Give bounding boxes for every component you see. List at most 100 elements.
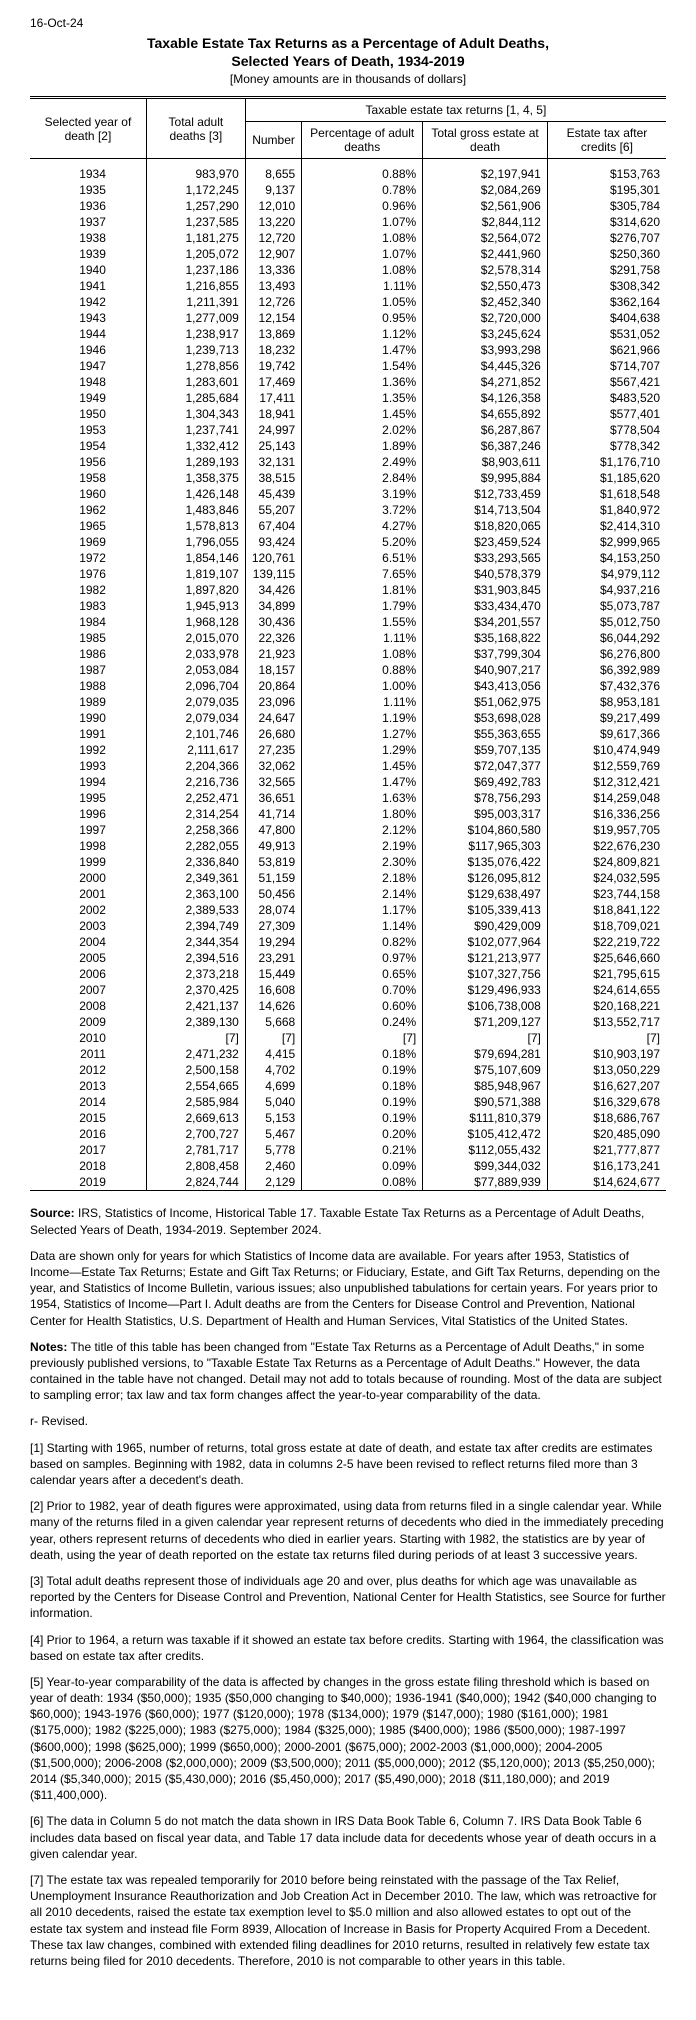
table-cell: 1934 bbox=[30, 159, 146, 183]
table-cell: [7] bbox=[423, 1030, 548, 1046]
table-cell: 0.78% bbox=[302, 182, 423, 198]
table-cell: 1.11% bbox=[302, 278, 423, 294]
table-cell: $3,993,298 bbox=[423, 342, 548, 358]
table-cell: 2,101,746 bbox=[146, 726, 245, 742]
table-cell: 4,699 bbox=[245, 1078, 301, 1094]
table-cell: $483,520 bbox=[547, 390, 666, 406]
table-cell: 2016 bbox=[30, 1126, 146, 1142]
table-cell: 1986 bbox=[30, 646, 146, 662]
table-cell: 1,205,072 bbox=[146, 246, 245, 262]
table-cell: $1,618,548 bbox=[547, 486, 666, 502]
table-cell: 1943 bbox=[30, 310, 146, 326]
table-row: 19821,897,82034,4261.81%$31,903,845$4,93… bbox=[30, 582, 666, 598]
table-row: 19421,211,39112,7261.05%$2,452,340$362,1… bbox=[30, 294, 666, 310]
table-cell: $2,414,310 bbox=[547, 518, 666, 534]
table-cell: $4,271,852 bbox=[423, 374, 548, 390]
table-cell: 1992 bbox=[30, 742, 146, 758]
table-row: 20112,471,2324,4150.18%$79,694,281$10,90… bbox=[30, 1046, 666, 1062]
col-header-gross: Total gross estate at death bbox=[423, 122, 548, 159]
table-cell: 2.19% bbox=[302, 838, 423, 854]
table-cell: $24,809,821 bbox=[547, 854, 666, 870]
table-cell: 1,968,128 bbox=[146, 614, 245, 630]
table-cell: 2,314,254 bbox=[146, 806, 245, 822]
table-cell: $12,312,421 bbox=[547, 774, 666, 790]
table-cell: 0.20% bbox=[302, 1126, 423, 1142]
table-cell: $4,979,112 bbox=[547, 566, 666, 582]
table-cell: 5,467 bbox=[245, 1126, 301, 1142]
table-cell: $53,698,028 bbox=[423, 710, 548, 726]
table-cell: $18,709,021 bbox=[547, 918, 666, 934]
table-cell: 2,700,727 bbox=[146, 1126, 245, 1142]
table-row: 20122,500,1584,7020.19%$75,107,609$13,05… bbox=[30, 1062, 666, 1078]
table-cell: 1.89% bbox=[302, 438, 423, 454]
table-row: 19461,239,71318,2321.47%$3,993,298$621,9… bbox=[30, 342, 666, 358]
table-cell: 2019 bbox=[30, 1174, 146, 1191]
table-cell: 2018 bbox=[30, 1158, 146, 1174]
table-cell: 1962 bbox=[30, 502, 146, 518]
table-cell: [7] bbox=[245, 1030, 301, 1046]
table-cell: $20,168,221 bbox=[547, 998, 666, 1014]
table-cell: 1936 bbox=[30, 198, 146, 214]
table-cell: $21,777,877 bbox=[547, 1142, 666, 1158]
table-row: 2010[7][7][7][7][7] bbox=[30, 1030, 666, 1046]
table-cell: 1,283,601 bbox=[146, 374, 245, 390]
table-cell: 3.19% bbox=[302, 486, 423, 502]
table-cell: 1.45% bbox=[302, 758, 423, 774]
table-cell: 15,449 bbox=[245, 966, 301, 982]
table-cell: 1989 bbox=[30, 694, 146, 710]
note-paragraph: Data are shown only for years for which … bbox=[30, 1248, 666, 1329]
table-cell: 16,608 bbox=[245, 982, 301, 998]
table-cell: $105,339,413 bbox=[423, 902, 548, 918]
table-cell: 1.45% bbox=[302, 406, 423, 422]
table-row: 20022,389,53328,0741.17%$105,339,413$18,… bbox=[30, 902, 666, 918]
table-cell: $10,474,949 bbox=[547, 742, 666, 758]
table-cell: $106,738,008 bbox=[423, 998, 548, 1014]
note-paragraph: Notes: The title of this table has been … bbox=[30, 1339, 666, 1404]
table-cell: 1,796,055 bbox=[146, 534, 245, 550]
table-row: 19441,238,91713,8691.12%$3,245,624$531,0… bbox=[30, 326, 666, 342]
table-cell: 2,015,070 bbox=[146, 630, 245, 646]
table-cell: $16,336,256 bbox=[547, 806, 666, 822]
table-cell: 1994 bbox=[30, 774, 146, 790]
table-cell: 34,899 bbox=[245, 598, 301, 614]
table-cell: 1.29% bbox=[302, 742, 423, 758]
table-cell: 1969 bbox=[30, 534, 146, 550]
table-cell: 1,211,391 bbox=[146, 294, 245, 310]
table-cell: $126,095,812 bbox=[423, 870, 548, 886]
table-cell: 23,096 bbox=[245, 694, 301, 710]
table-cell: 2,394,516 bbox=[146, 950, 245, 966]
table-cell: $102,077,964 bbox=[423, 934, 548, 950]
table-cell: 12,154 bbox=[245, 310, 301, 326]
table-row: 19481,283,60117,4691.36%$4,271,852$567,4… bbox=[30, 374, 666, 390]
table-row: 20002,349,36151,1592.18%$126,095,812$24,… bbox=[30, 870, 666, 886]
table-cell: $40,578,379 bbox=[423, 566, 548, 582]
table-cell: 0.08% bbox=[302, 1174, 423, 1191]
table-cell: 1953 bbox=[30, 422, 146, 438]
table-cell: 2004 bbox=[30, 934, 146, 950]
table-cell: $8,903,611 bbox=[423, 454, 548, 470]
table-cell: $577,401 bbox=[547, 406, 666, 422]
table-cell: $24,032,595 bbox=[547, 870, 666, 886]
table-cell: 12,907 bbox=[245, 246, 301, 262]
table-cell: 5,778 bbox=[245, 1142, 301, 1158]
table-cell: 38,515 bbox=[245, 470, 301, 486]
table-cell: 0.65% bbox=[302, 966, 423, 982]
table-cell: 32,131 bbox=[245, 454, 301, 470]
table-cell: $3,245,624 bbox=[423, 326, 548, 342]
table-cell: 0.82% bbox=[302, 934, 423, 950]
table-cell: 2,471,232 bbox=[146, 1046, 245, 1062]
table-cell: [7] bbox=[302, 1030, 423, 1046]
table-cell: $531,052 bbox=[547, 326, 666, 342]
table-cell: 12,720 bbox=[245, 230, 301, 246]
table-cell: 1942 bbox=[30, 294, 146, 310]
table-cell: 34,426 bbox=[245, 582, 301, 598]
table-cell: 2,033,978 bbox=[146, 646, 245, 662]
table-cell: $69,492,783 bbox=[423, 774, 548, 790]
table-row: 19952,252,47136,6511.63%$78,756,293$14,2… bbox=[30, 790, 666, 806]
table-body: 1934983,9708,6550.88%$2,197,941$153,7631… bbox=[30, 159, 666, 1191]
table-row: 19892,079,03523,0961.11%$51,062,975$8,95… bbox=[30, 694, 666, 710]
table-row: 19761,819,107139,1157.65%$40,578,379$4,9… bbox=[30, 566, 666, 582]
table-cell: 2.12% bbox=[302, 822, 423, 838]
table-cell: $2,441,960 bbox=[423, 246, 548, 262]
table-cell: 2,669,613 bbox=[146, 1110, 245, 1126]
